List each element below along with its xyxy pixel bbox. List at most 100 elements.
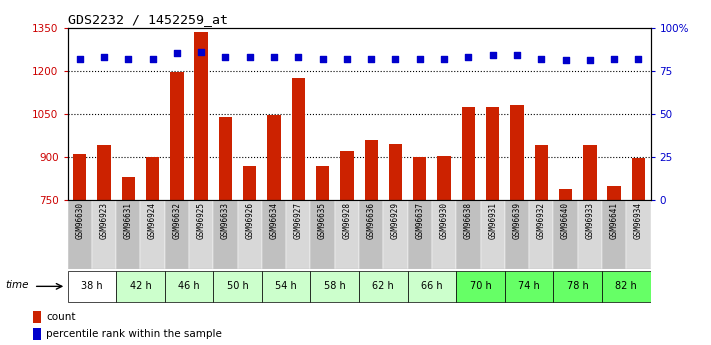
Point: [633, 56, 644, 61]
Bar: [68, 271, 116, 302]
Text: GSM96641: GSM96641: [609, 202, 619, 239]
Bar: [335, 200, 359, 269]
Bar: [262, 271, 311, 302]
Text: time: time: [6, 280, 29, 289]
Bar: [632, 158, 645, 345]
Text: 50 h: 50 h: [227, 282, 248, 291]
Bar: [170, 72, 183, 345]
Point: [560, 58, 571, 63]
Bar: [626, 200, 651, 269]
Point: [196, 49, 207, 55]
Bar: [116, 200, 141, 269]
Bar: [510, 105, 523, 345]
Point: [317, 56, 328, 61]
Point: [268, 54, 279, 60]
Bar: [553, 200, 578, 269]
Bar: [97, 146, 111, 345]
Bar: [359, 200, 383, 269]
Text: GSM96634: GSM96634: [269, 202, 279, 239]
Bar: [553, 271, 602, 302]
Text: GSM96640: GSM96640: [561, 202, 570, 239]
Bar: [481, 200, 505, 269]
Bar: [292, 78, 305, 345]
Bar: [583, 146, 597, 345]
Point: [74, 56, 85, 61]
Point: [511, 52, 523, 58]
Bar: [141, 200, 165, 269]
Text: GSM96925: GSM96925: [197, 202, 205, 239]
Text: GSM96926: GSM96926: [245, 202, 255, 239]
Bar: [535, 146, 548, 345]
Text: GSM96637: GSM96637: [415, 202, 424, 239]
Bar: [602, 200, 626, 269]
Bar: [413, 157, 427, 345]
Bar: [189, 200, 213, 269]
Bar: [559, 189, 572, 345]
Bar: [213, 200, 237, 269]
Point: [244, 54, 255, 60]
Bar: [505, 271, 553, 302]
Bar: [407, 200, 432, 269]
Bar: [195, 32, 208, 345]
Bar: [146, 157, 159, 345]
Bar: [33, 310, 41, 323]
Text: GSM96636: GSM96636: [367, 202, 375, 239]
Bar: [68, 200, 92, 269]
Text: GSM96927: GSM96927: [294, 202, 303, 239]
Text: GSM96931: GSM96931: [488, 202, 497, 239]
Text: GSM96630: GSM96630: [75, 202, 84, 239]
Bar: [486, 107, 499, 345]
Text: GSM96923: GSM96923: [100, 202, 109, 239]
Bar: [607, 186, 621, 345]
Bar: [122, 177, 135, 345]
Bar: [316, 166, 329, 345]
Point: [171, 51, 183, 56]
Bar: [243, 166, 257, 345]
Bar: [92, 200, 116, 269]
Point: [390, 56, 401, 61]
Text: GSM96924: GSM96924: [148, 202, 157, 239]
Text: GSM96635: GSM96635: [318, 202, 327, 239]
Bar: [219, 117, 232, 345]
Text: GSM96933: GSM96933: [585, 202, 594, 239]
Bar: [461, 107, 475, 345]
Bar: [389, 144, 402, 345]
Point: [293, 54, 304, 60]
Bar: [267, 115, 281, 345]
Bar: [311, 200, 335, 269]
Point: [147, 56, 159, 61]
Bar: [262, 200, 286, 269]
Bar: [578, 200, 602, 269]
Bar: [432, 200, 456, 269]
Text: 82 h: 82 h: [616, 282, 637, 291]
Bar: [213, 271, 262, 302]
Text: 42 h: 42 h: [129, 282, 151, 291]
Point: [439, 56, 450, 61]
Text: GSM96632: GSM96632: [172, 202, 181, 239]
Text: GSM96932: GSM96932: [537, 202, 546, 239]
Point: [341, 56, 353, 61]
Text: 70 h: 70 h: [470, 282, 491, 291]
Bar: [165, 271, 213, 302]
Text: GSM96930: GSM96930: [439, 202, 449, 239]
Bar: [165, 200, 189, 269]
Point: [220, 54, 231, 60]
Bar: [237, 200, 262, 269]
Text: percentile rank within the sample: percentile rank within the sample: [46, 329, 222, 339]
Text: 74 h: 74 h: [518, 282, 540, 291]
Bar: [286, 200, 311, 269]
Text: GSM96631: GSM96631: [124, 202, 133, 239]
Bar: [602, 271, 651, 302]
Text: 78 h: 78 h: [567, 282, 589, 291]
Bar: [73, 154, 86, 345]
Point: [414, 56, 425, 61]
Point: [609, 56, 620, 61]
Text: GDS2232 / 1452259_at: GDS2232 / 1452259_at: [68, 13, 228, 27]
Text: GSM96928: GSM96928: [343, 202, 351, 239]
Bar: [33, 328, 41, 340]
Text: GSM96639: GSM96639: [513, 202, 521, 239]
Point: [365, 56, 377, 61]
Text: GSM96934: GSM96934: [634, 202, 643, 239]
Point: [487, 52, 498, 58]
Point: [122, 56, 134, 61]
